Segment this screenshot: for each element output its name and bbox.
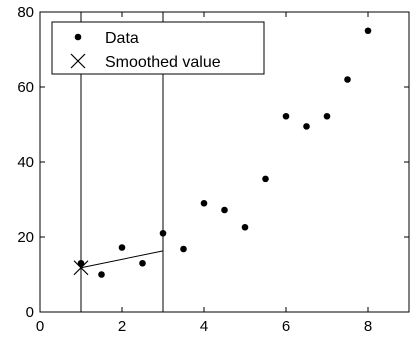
smoothed-x-stroke — [73, 260, 89, 276]
x-axis: 0 2 4 6 8 — [36, 12, 372, 335]
legend-x-icon — [70, 53, 86, 69]
x-tick-label: 8 — [364, 318, 372, 335]
legend: Data Smoothed value — [51, 21, 265, 75]
data-point — [241, 223, 249, 231]
legend-dot-icon — [74, 33, 82, 41]
data-point — [303, 123, 310, 130]
y-tick-label: 60 — [17, 79, 34, 96]
legend-label: Smoothed value — [105, 54, 221, 71]
legend-label: Data — [105, 30, 139, 47]
data-point — [180, 245, 187, 253]
data-point — [364, 27, 372, 35]
data-point — [139, 259, 146, 267]
data-point — [262, 175, 269, 183]
y-tick-label: 0 — [26, 304, 34, 321]
x-tick-label: 6 — [282, 318, 290, 335]
data-point — [159, 229, 167, 237]
y-tick-label: 80 — [17, 4, 34, 21]
data-point — [98, 271, 105, 278]
data-point — [282, 112, 290, 120]
data-layer — [73, 27, 372, 278]
legend-box — [51, 21, 265, 75]
data-point — [221, 206, 228, 214]
data-point — [323, 112, 331, 120]
data-point — [77, 259, 85, 267]
x-tick-label: 2 — [118, 318, 126, 335]
smoothed-value-marker — [73, 260, 89, 276]
data-point — [200, 199, 208, 207]
legend-x-stroke — [70, 53, 86, 69]
fit-line — [80, 250, 164, 269]
plot-area — [39, 11, 410, 313]
y-tick-label: 20 — [17, 229, 34, 246]
x-tick-label: 4 — [200, 318, 208, 335]
data-point — [344, 76, 351, 83]
y-tick-label: 40 — [17, 154, 34, 171]
data-point — [118, 244, 126, 251]
x-tick-label: 0 — [36, 318, 44, 335]
y-axis: 0 20 40 60 80 — [17, 4, 409, 321]
